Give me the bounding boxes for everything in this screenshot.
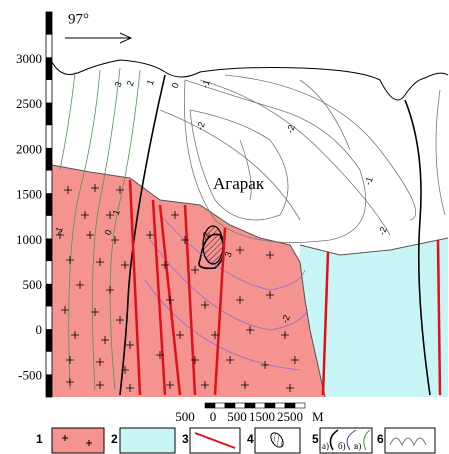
legend-sublabel: а) xyxy=(322,441,329,451)
scale-unit: М xyxy=(312,409,324,424)
axis-label: 3000 xyxy=(16,51,42,66)
scale-label: 0 xyxy=(210,409,217,424)
legend-number: 4 xyxy=(247,432,254,446)
legend-sublabel: б) xyxy=(338,441,346,451)
azimuth: 97° xyxy=(68,11,89,27)
axis-bar xyxy=(46,12,52,397)
scale-segment xyxy=(235,403,245,408)
scale-segment xyxy=(225,403,235,408)
axis-segment xyxy=(46,103,52,126)
contour-label: -2 xyxy=(195,121,207,132)
axis-segment xyxy=(46,239,52,262)
axis-label: 2500 xyxy=(16,96,42,111)
scale-segment xyxy=(205,403,215,408)
section-figure: 97° Агарак 500050015002500М 123456а)б)в)… xyxy=(0,0,449,454)
axis-label: 1000 xyxy=(16,232,42,247)
contour-label: 0 xyxy=(170,81,181,89)
contour-label: 2 xyxy=(125,79,136,87)
ore-ellipse xyxy=(203,226,223,264)
axis-segment xyxy=(46,284,52,307)
axis-segment xyxy=(46,12,52,35)
scale-segment xyxy=(255,403,265,408)
axis-label: 1500 xyxy=(16,187,42,202)
axis-label: 500 xyxy=(23,277,43,292)
ore-body xyxy=(203,226,223,264)
surface xyxy=(52,60,448,100)
deposit-label: Агарак xyxy=(213,174,265,193)
legend-number: 3 xyxy=(182,432,189,446)
scale-label: 500 xyxy=(227,409,247,424)
axis-label: 0 xyxy=(36,322,43,337)
legend-number: 6 xyxy=(377,432,384,446)
contour-label: -2 xyxy=(285,124,297,135)
contour-label: -1 xyxy=(363,176,375,187)
scale-label: 500 xyxy=(175,409,195,424)
axis-segment xyxy=(46,193,52,216)
scale-label: 2500 xyxy=(277,409,303,424)
legend-sublabel: в) xyxy=(354,441,361,451)
legend: 1 2 3 4 5 6 а) б) в) xyxy=(36,428,435,453)
scale-segment xyxy=(245,403,255,408)
sediment xyxy=(300,238,448,397)
contour-label: -2 xyxy=(377,226,389,237)
axis-label: -500 xyxy=(18,367,42,382)
scale-segment xyxy=(285,403,295,408)
legend-number: 5 xyxy=(312,432,319,446)
axis-segment xyxy=(46,57,52,80)
axis-segment xyxy=(46,148,52,171)
legend-number: 1 xyxy=(36,432,43,446)
legend-number: 2 xyxy=(111,432,118,446)
scale-label: 1500 xyxy=(249,409,275,424)
scale-segment xyxy=(265,403,275,408)
scale-segment xyxy=(275,403,285,408)
axis-segment xyxy=(46,374,52,397)
scale-segment xyxy=(295,403,305,408)
scale-segment xyxy=(215,403,225,408)
contour-label: 1 xyxy=(145,78,156,86)
axis-label: 2000 xyxy=(16,141,42,156)
axis-segment xyxy=(46,329,52,352)
